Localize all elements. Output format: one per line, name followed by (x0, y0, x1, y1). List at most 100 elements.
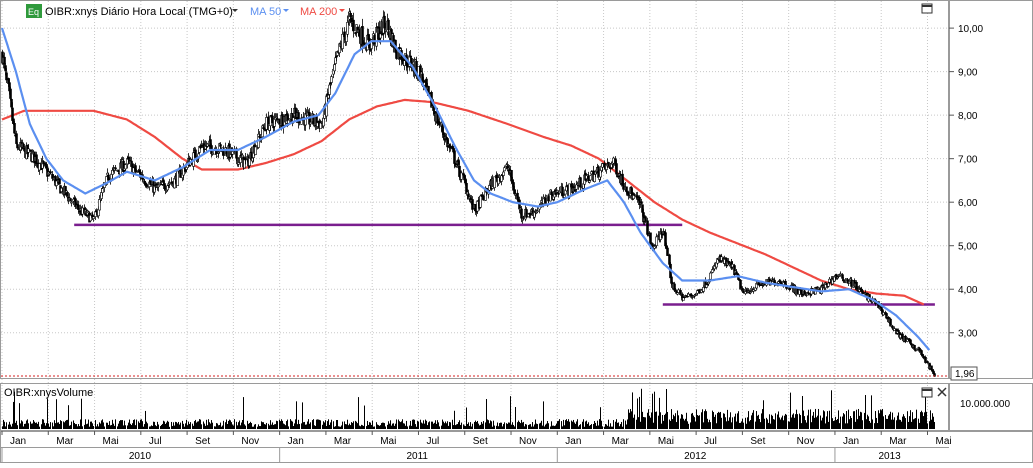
volume-bar (537, 424, 538, 429)
candle-body (838, 275, 841, 277)
volume-bar (413, 419, 414, 429)
volume-bar (871, 395, 872, 429)
volume-bar (469, 425, 470, 429)
volume-bar (80, 419, 81, 429)
volume-bar (364, 405, 365, 429)
volume-bar (468, 422, 469, 429)
volume-bar (303, 422, 304, 429)
volume-bar (862, 420, 863, 429)
volume-bar (820, 415, 821, 429)
candle-body (15, 133, 18, 144)
volume-bar (731, 422, 732, 429)
candle-body (328, 84, 331, 95)
volume-bar (617, 422, 618, 429)
volume-bar (891, 419, 892, 429)
volume-bar (16, 420, 17, 429)
volume-bar (763, 400, 764, 429)
volume-bar (674, 416, 675, 429)
volume-bar (418, 421, 419, 429)
volume-bar (435, 420, 436, 429)
volume-bar (897, 415, 898, 429)
candle-body (926, 361, 929, 364)
volume-bar (152, 425, 153, 429)
maximize-volume-button[interactable] (921, 387, 933, 398)
volume-bar (467, 423, 468, 429)
candle-body (111, 170, 114, 175)
candle-body (622, 182, 625, 190)
volume-bar (694, 417, 695, 429)
volume-bar (175, 421, 176, 429)
volume-bar (623, 419, 624, 429)
volume-bar (769, 414, 770, 429)
volume-bar (655, 411, 656, 429)
volume-bar (742, 418, 743, 429)
volume-bar (227, 423, 228, 429)
volume-bar (671, 409, 672, 429)
candle-body (9, 88, 12, 99)
ma50-dropdown-icon[interactable] (283, 9, 289, 12)
volume-bar (682, 414, 683, 429)
volume-bar (523, 421, 524, 429)
candle-body (615, 163, 618, 175)
volume-bar (221, 426, 222, 429)
ma200-legend[interactable]: MA 200 (300, 6, 337, 18)
volume-bar (158, 424, 159, 429)
volume-bar (78, 424, 79, 429)
volume-bar (208, 419, 209, 429)
volume-bar (528, 425, 529, 429)
volume-bar (713, 412, 714, 429)
candle-body (211, 153, 214, 155)
volume-bar (320, 420, 321, 429)
dropdown-arrow-icon[interactable] (232, 9, 238, 12)
volume-bar (30, 421, 31, 429)
volume-bar (149, 426, 150, 429)
volume-bar (741, 421, 742, 429)
volume-bar (424, 423, 425, 429)
volume-bar (521, 419, 522, 429)
eq-badge-icon[interactable] (26, 4, 42, 18)
volume-bar (501, 422, 502, 429)
volume-bar (712, 410, 713, 429)
volume-bar (107, 422, 108, 429)
volume-bar (379, 425, 380, 429)
volume-bar (824, 411, 825, 429)
volume-bar (14, 391, 15, 429)
maximize-icon[interactable] (921, 3, 933, 14)
x-month-label: Mai (380, 436, 396, 447)
volume-bar (691, 413, 692, 429)
volume-bar (19, 403, 20, 429)
volume-bar (512, 422, 513, 429)
volume-bar (925, 392, 926, 429)
volume-bar (755, 421, 756, 429)
volume-bar (920, 412, 921, 429)
volume-bar (393, 423, 394, 429)
ma200-dropdown-icon[interactable] (339, 9, 345, 12)
volume-bar (24, 423, 25, 429)
volume-bar (457, 424, 458, 429)
volume-bar (250, 421, 251, 429)
close-volume-button[interactable] (937, 387, 947, 397)
volume-bar (296, 401, 297, 429)
volume-bar (67, 419, 68, 429)
volume-bar (600, 407, 601, 429)
volume-bar (426, 420, 427, 429)
volume-bar (380, 425, 381, 429)
volume-bar (280, 421, 281, 429)
candle-body (124, 164, 127, 170)
volume-bar (390, 420, 391, 429)
maximize-price-button[interactable] (921, 3, 933, 14)
volume-bar (59, 423, 60, 429)
volume-bar (602, 426, 603, 429)
volume-bar (411, 425, 412, 429)
maximize-volume-icon[interactable] (921, 387, 933, 398)
symbol-title[interactable]: OIBR:xnys Diário Hora Local (TMG+0) (45, 6, 233, 18)
candle-body (341, 33, 344, 49)
ma200-line (1, 98, 925, 306)
volume-bar (234, 419, 235, 429)
ma50-legend[interactable]: MA 50 (250, 6, 281, 18)
close-icon[interactable] (937, 387, 947, 397)
volume-bar (865, 395, 866, 429)
volume-bar (93, 425, 94, 429)
volume-bar (230, 420, 231, 429)
volume-bar (301, 423, 302, 429)
